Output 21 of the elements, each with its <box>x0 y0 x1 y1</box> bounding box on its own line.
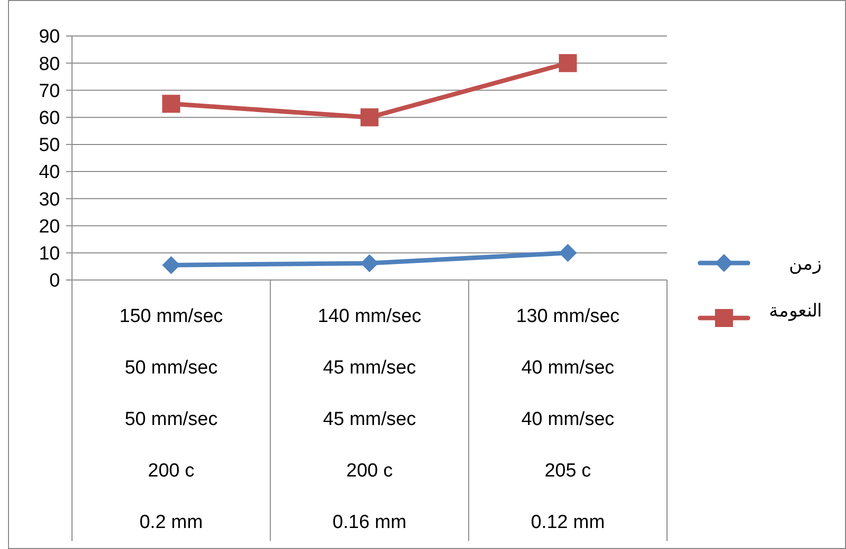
y-tick-label: 50 <box>38 135 60 156</box>
y-tick-label: 70 <box>38 80 60 102</box>
y-tick-label: 90 <box>38 26 60 48</box>
y-tick-label: 80 <box>38 54 60 75</box>
y-tick-label: 60 <box>38 108 60 129</box>
y-tick-label: 40 <box>38 162 60 184</box>
y-tick-label: 20 <box>38 216 60 238</box>
category-label: 130 mm/sec 40 mm/sec 40 mm/sec 205 c 0.12 mm <box>516 306 620 533</box>
point <box>162 94 180 113</box>
y-tick-label: 0 <box>49 270 60 292</box>
category-label: 150 mm/sec 50 mm/sec 50 mm/sec 200 c 0.2 mm <box>119 306 223 533</box>
point <box>162 256 180 274</box>
point <box>360 254 378 272</box>
point <box>558 54 577 72</box>
point <box>558 244 577 262</box>
y-tick-label: 10 <box>38 244 60 265</box>
legend-label: زمن <box>789 253 822 274</box>
point <box>360 108 378 126</box>
y-tick-label: 30 <box>38 189 60 210</box>
category-label: 140 mm/sec 45 mm/sec 45 mm/sec 200 c 0.16 mm <box>318 306 422 533</box>
legend-label: النعومة <box>769 300 822 322</box>
